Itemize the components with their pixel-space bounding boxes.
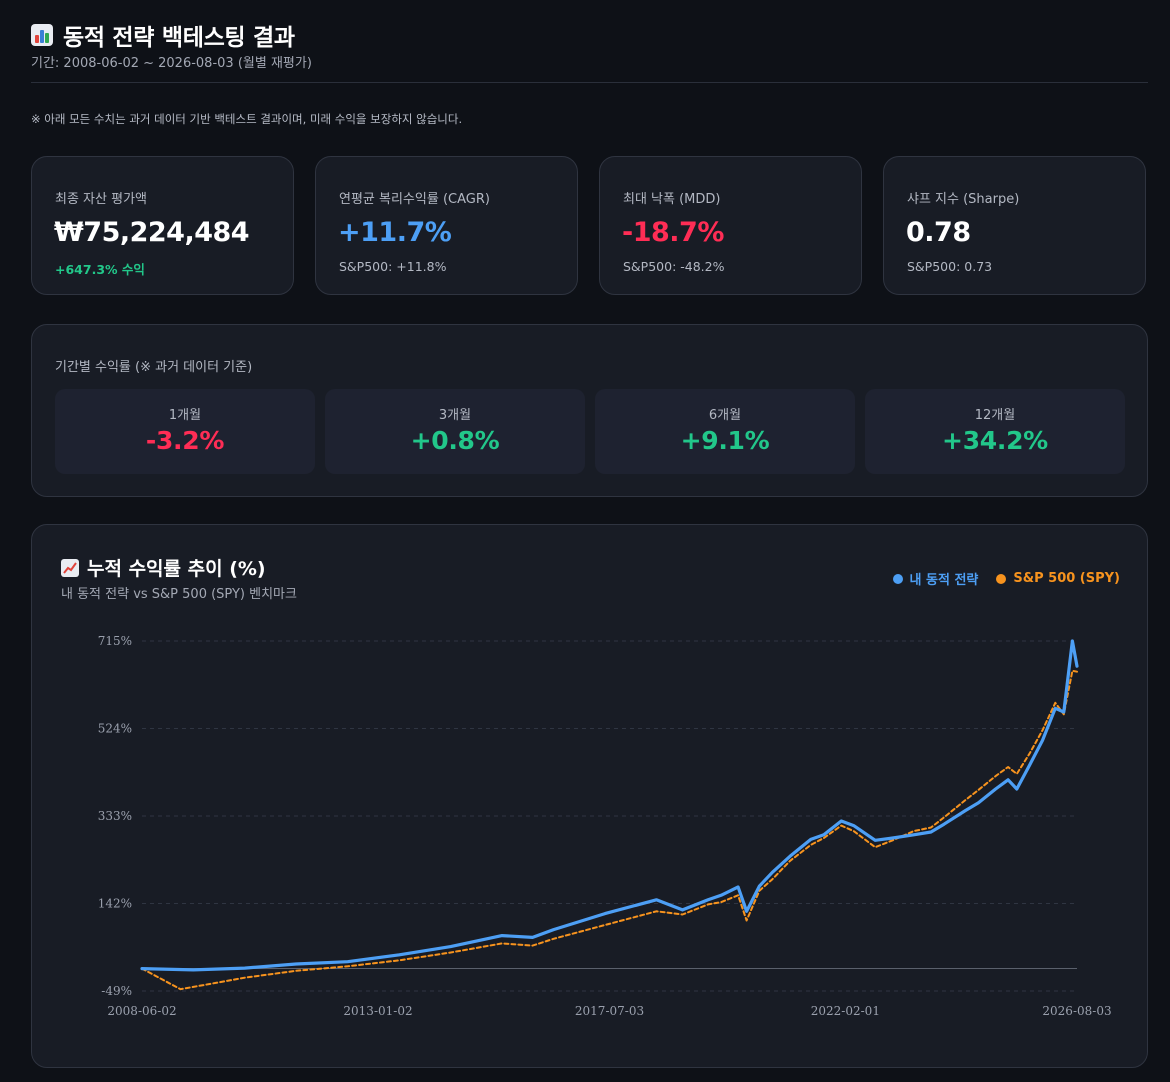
y-tick-label: 715%: [98, 634, 132, 648]
legend-dot: [892, 573, 903, 584]
metric-cards: 최종 자산 평가액 ₩75,224,484 +647.3% 수익 연평균 복리수…: [31, 156, 1148, 297]
legend-label: 내 동적 전략: [909, 573, 979, 588]
metric-value: +11.7%: [338, 217, 452, 248]
chart-title: 누적 수익률 추이 (%): [87, 558, 266, 580]
x-tick-label: 2008-06-02: [107, 1004, 176, 1018]
chart-plot: -49% 142% 333% 524% 715% 2008-06-02 2013-01-02…: [98, 634, 1112, 1018]
metric-label: 연평균 복리수익률 (CAGR): [339, 192, 490, 207]
y-tick-label: 142%: [98, 897, 132, 911]
x-tick-label: 2022-02-01: [811, 1004, 880, 1018]
period-return-3m: 3개월 +0.8%: [325, 389, 585, 474]
bar-chart-icon: [31, 24, 53, 46]
line-chart-icon: [61, 558, 79, 577]
metric-card-sharpe: 샤프 지수 (Sharpe) 0.78 S&P500: 0.73: [883, 156, 1146, 295]
metric-card-cagr: 연평균 복리수익률 (CAGR) +11.7% S&P500: +11.8%: [315, 156, 578, 295]
metric-label: 샤프 지수 (Sharpe): [907, 192, 1020, 207]
legend-item-spy[interactable]: S&P 500 (SPY): [996, 569, 1120, 588]
y-tick-label: 524%: [98, 722, 132, 736]
period-return-label: 12개월: [974, 408, 1016, 423]
metric-value: -18.7%: [622, 217, 724, 248]
disclaimer: ※ 아래 모든 수치는 과거 데이터 기반 백테스트 결과이며, 미래 수익을 …: [31, 112, 463, 126]
page-header: 동적 전략 백테스팅 결과: [31, 18, 295, 52]
metric-card-final-value: 최종 자산 평가액 ₩75,224,484 +647.3% 수익: [31, 156, 294, 295]
y-tick-label: -49%: [101, 984, 132, 998]
metric-sub: S&P500: 0.73: [907, 259, 993, 274]
period-return-label: 1개월: [168, 408, 202, 423]
page-title: 동적 전략 백테스팅 결과: [63, 25, 295, 51]
legend-item-strategy[interactable]: 내 동적 전략: [892, 569, 979, 588]
metric-label: 최종 자산 평가액: [55, 192, 147, 207]
period-returns-panel: 기간별 수익률 (※ 과거 데이터 기준) 1개월 -3.2% 3개월 +0.8…: [31, 324, 1148, 497]
legend-dot: [996, 573, 1007, 584]
period-return-value: +34.2%: [942, 426, 1048, 455]
metric-sub: S&P500: -48.2%: [623, 259, 725, 274]
period-text: 기간: 2008-06-02 ~ 2026-08-03 (월별 재평가): [31, 56, 312, 71]
x-tick-label: 2026-08-03: [1042, 1004, 1111, 1018]
metric-label: 최대 낙폭 (MDD): [623, 192, 721, 207]
period-returns-label: 기간별 수익률 (※ 과거 데이터 기준): [55, 360, 253, 375]
metric-card-mdd: 최대 낙폭 (MDD) -18.7% S&P500: -48.2%: [599, 156, 862, 295]
metric-value: 0.78: [906, 217, 971, 248]
period-return-label: 6개월: [708, 408, 742, 423]
period-return-6m: 6개월 +9.1%: [595, 389, 855, 474]
chart-legend: 내 동적 전략 S&P 500 (SPY): [892, 569, 1120, 588]
divider: [31, 82, 1148, 83]
period-return-value: +0.8%: [410, 426, 500, 455]
period-return-value: -3.2%: [145, 426, 225, 455]
metric-value: ₩75,224,484: [54, 217, 250, 248]
chart-subtitle: 내 동적 전략 vs S&P 500 (SPY) 벤치마크: [61, 587, 297, 602]
period-return-label: 3개월: [438, 408, 472, 423]
cumulative-return-chart-panel: 누적 수익률 추이 (%) 내 동적 전략 vs S&P 500 (SPY) 벤…: [31, 524, 1148, 1068]
strategy-series-line: [140, 639, 1079, 972]
legend-label: S&P 500 (SPY): [1013, 571, 1120, 586]
spy-series-line: [141, 669, 1078, 991]
chart-header: 누적 수익률 추이 (%): [61, 554, 266, 581]
period-return-value: +9.1%: [680, 426, 770, 455]
period-return-1m: 1개월 -3.2%: [55, 389, 315, 474]
period-return-12m: 12개월 +34.2%: [865, 389, 1125, 474]
metric-sub: +647.3% 수익: [55, 262, 145, 277]
x-tick-label: 2013-01-02: [343, 1004, 412, 1018]
metric-sub: S&P500: +11.8%: [339, 259, 447, 274]
y-tick-label: 333%: [98, 809, 132, 823]
x-tick-label: 2017-07-03: [575, 1004, 644, 1018]
